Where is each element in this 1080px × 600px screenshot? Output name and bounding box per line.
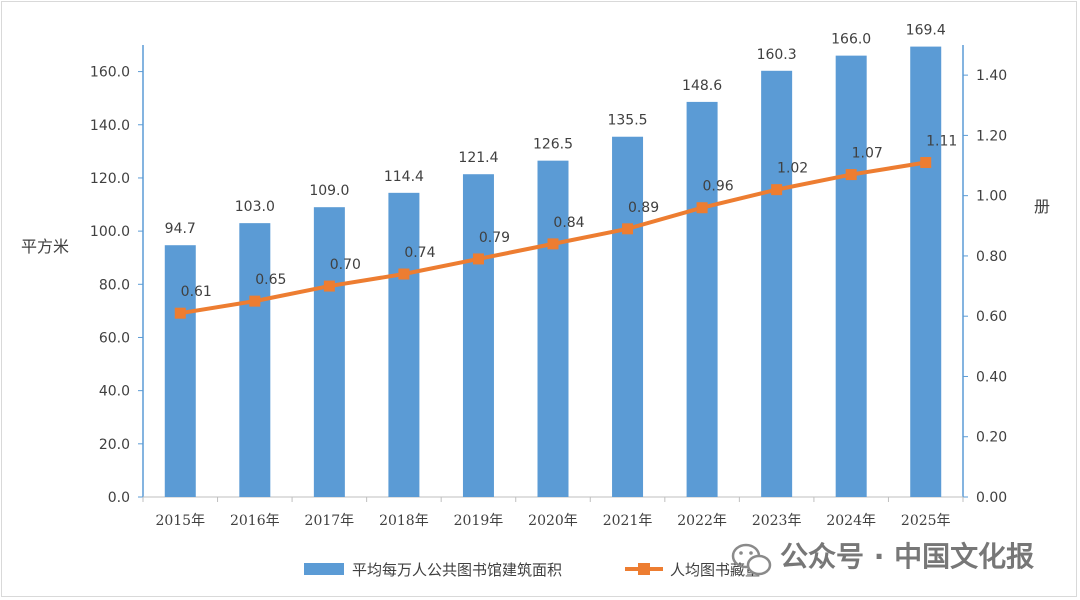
y2-tick-label: 1.00 <box>976 189 1007 205</box>
bar-value-label: 166.0 <box>831 32 871 48</box>
bar-value-label: 126.5 <box>533 137 573 153</box>
legend-line-label: 人均图书藏量 <box>670 561 760 579</box>
line-point <box>547 238 559 250</box>
bar-value-label: 114.4 <box>384 169 424 185</box>
y2-tick-label: 0.00 <box>976 490 1007 506</box>
line-series <box>174 157 932 319</box>
legend-line-marker <box>638 563 650 575</box>
y-tick-label: 120.0 <box>90 171 130 187</box>
y-axis-title: 平方米 <box>21 237 69 256</box>
y2-tick-label: 1.20 <box>976 128 1007 144</box>
x-tick-label: 2025年 <box>901 513 951 529</box>
legend-bar-label: 平均每万人公共图书馆建筑面积 <box>352 561 562 579</box>
line-point <box>398 268 410 280</box>
x-tick-label: 2018年 <box>379 513 429 529</box>
x-tick-label: 2020年 <box>528 513 578 529</box>
bar <box>761 70 793 497</box>
y-tick-label: 80.0 <box>99 277 130 293</box>
y-tick-label: 60.0 <box>99 330 130 346</box>
legend: 平均每万人公共图书馆建筑面积 人均图书藏量 <box>304 561 760 579</box>
line-value-label: 1.11 <box>926 134 957 150</box>
line-value-label: 0.70 <box>330 257 361 273</box>
y2-tick-label: 0.40 <box>976 369 1007 385</box>
wechat-icon <box>731 543 772 576</box>
line-point <box>323 280 335 292</box>
line-point <box>696 202 708 214</box>
x-tick-label: 2021年 <box>603 513 653 529</box>
x-tick-label: 2015年 <box>155 513 205 529</box>
data-labels: 94.7 103.0 109.0 114.4 121.4 126.5 135.5 148.6 1… <box>165 23 958 301</box>
line-point <box>845 169 857 181</box>
line-point <box>174 307 186 319</box>
bar <box>910 46 942 497</box>
bars <box>164 46 942 498</box>
x-tick-label: 2017年 <box>305 513 355 529</box>
line-value-label: 0.96 <box>703 179 734 195</box>
watermark: 公众号 · 中国文化报 <box>731 540 1034 576</box>
x-tick-label: 2019年 <box>454 513 504 529</box>
y2-tick-label: 1.40 <box>976 68 1007 84</box>
line-point <box>622 223 634 235</box>
bar-value-label: 169.4 <box>906 23 946 39</box>
line-value-label: 0.84 <box>553 215 584 231</box>
x-tick-label: 2016年 <box>230 513 280 529</box>
bar <box>313 207 345 497</box>
watermark-text: 公众号 · 中国文化报 <box>780 540 1034 573</box>
bar-value-label: 148.6 <box>682 78 722 94</box>
bar <box>537 160 569 498</box>
y2-tick-label: 0.20 <box>976 430 1007 446</box>
line-point <box>472 253 484 265</box>
line-value-label: 1.02 <box>777 161 808 177</box>
axes: 0.0 20.0 40.0 60.0 80.0 100.0 120.0 140.0 160.0 0… <box>90 45 1007 529</box>
line-value-label: 0.89 <box>628 200 659 216</box>
bar-value-label: 103.0 <box>235 199 275 215</box>
y-tick-label: 40.0 <box>99 384 130 400</box>
line-value-label: 0.61 <box>181 284 212 300</box>
bar <box>164 245 196 497</box>
y-tick-label: 100.0 <box>90 224 130 240</box>
line-value-label: 0.79 <box>479 230 510 246</box>
y-tick-label: 160.0 <box>90 65 130 81</box>
line-value-label: 0.65 <box>255 272 286 288</box>
x-tick-label: 2022年 <box>677 513 727 529</box>
bar-value-label: 94.7 <box>165 221 196 237</box>
bar <box>686 101 718 497</box>
bar <box>612 136 644 497</box>
y2-axis-title: 册 <box>1034 197 1050 216</box>
bar-value-label: 121.4 <box>458 150 498 166</box>
y2-tick-label: 0.60 <box>976 309 1007 325</box>
bar <box>462 174 494 498</box>
legend-bar-swatch <box>304 563 344 575</box>
line-point <box>771 184 783 196</box>
bar-value-label: 160.3 <box>757 47 797 63</box>
y2-tick-label: 0.80 <box>976 249 1007 265</box>
y-tick-label: 140.0 <box>90 118 130 134</box>
bar <box>239 223 271 497</box>
line-value-label: 1.07 <box>852 146 883 162</box>
x-tick-label: 2023年 <box>752 513 802 529</box>
bar <box>388 192 420 498</box>
bar-value-label: 109.0 <box>309 183 349 199</box>
bar <box>835 55 867 498</box>
line-point <box>249 295 261 307</box>
y-tick-label: 0.0 <box>108 490 130 506</box>
y-tick-label: 20.0 <box>99 437 130 453</box>
line-point <box>920 157 932 169</box>
line-value-label: 0.74 <box>404 245 435 261</box>
bar-value-label: 135.5 <box>607 113 647 129</box>
x-tick-label: 2024年 <box>826 513 876 529</box>
